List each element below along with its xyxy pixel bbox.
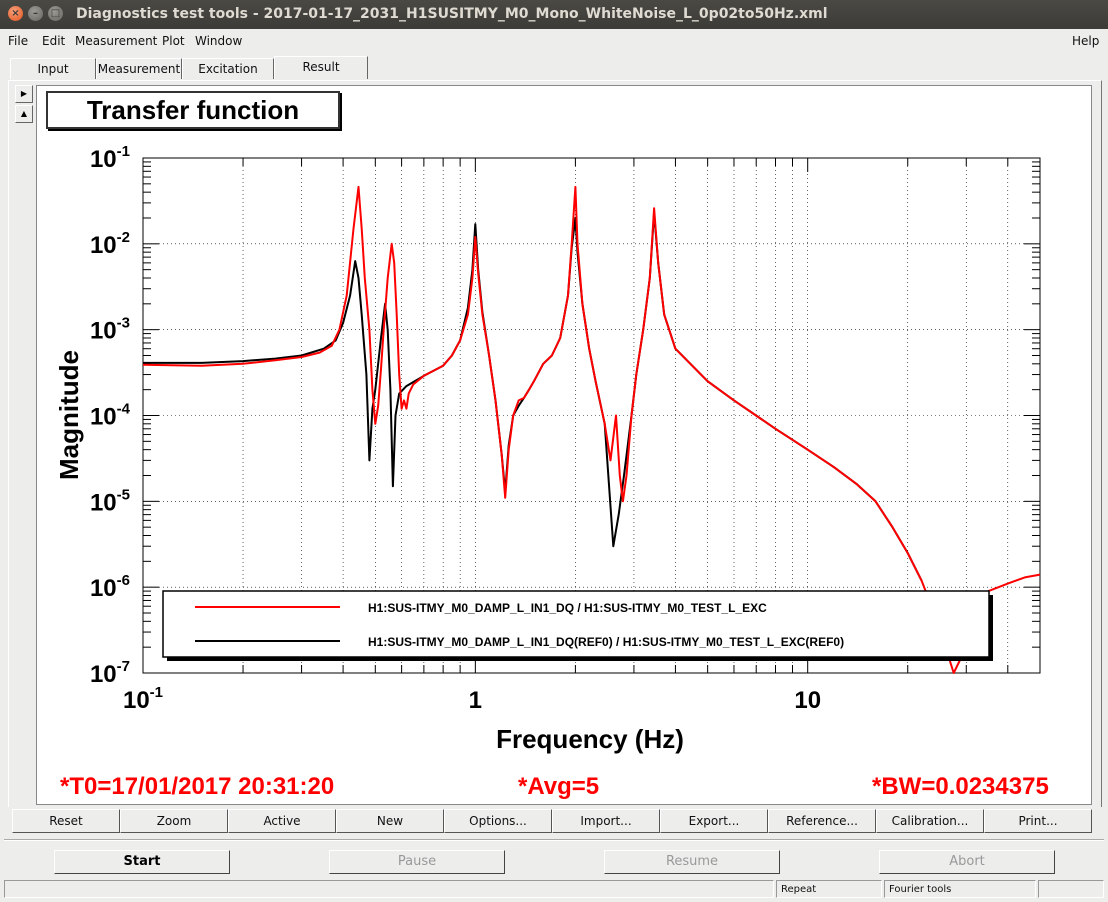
- series-line-black: [143, 211, 923, 581]
- x-tick-label: 10: [794, 687, 821, 714]
- menu-bar: File Edit Measurement Plot Window Help: [0, 29, 1108, 52]
- x-tick-labels: 10-1 1 10: [123, 684, 821, 714]
- tab-excitation[interactable]: Excitation: [182, 58, 274, 79]
- resume-button[interactable]: Resume: [604, 850, 780, 874]
- axis-ticks: [142, 157, 1041, 674]
- print-button[interactable]: Print...: [984, 809, 1092, 833]
- menu-edit[interactable]: Edit: [42, 34, 66, 48]
- legend: H1:SUS-ITMY_M0_DAMP_L_IN1_DQ / H1:SUS-IT…: [162, 590, 993, 661]
- import-button[interactable]: Import...: [552, 809, 660, 833]
- status-message: [4, 880, 774, 898]
- tab-result[interactable]: Result: [274, 56, 368, 79]
- y-tick-label: 10-2: [90, 229, 130, 259]
- x-tick-label: 10-1: [123, 684, 163, 714]
- start-button[interactable]: Start: [54, 850, 230, 874]
- plot-toolbar: Reset Zoom Active New Options... Import.…: [10, 809, 1092, 833]
- y-tick-label: 10-4: [90, 401, 131, 431]
- triangle-right-icon[interactable]: ▶: [15, 85, 33, 103]
- series-line-red: [142, 185, 1041, 674]
- x-tick-label: 1: [469, 687, 482, 714]
- reset-button[interactable]: Reset: [12, 809, 120, 833]
- status-extra: [1038, 880, 1104, 898]
- legend-entry-black: H1:SUS-ITMY_M0_DAMP_L_IN1_DQ(REF0) / H1:…: [368, 635, 844, 649]
- y-axis-label: Magnitude: [54, 350, 84, 480]
- y-tick-labels: 10-1 10-2 10-3 10-4 10-5 10-6 10-7: [90, 143, 131, 688]
- export-button[interactable]: Export...: [660, 809, 768, 833]
- window-titlebar: × – □ Diagnostics test tools - 2017-01-1…: [0, 0, 1108, 29]
- status-repeat: Repeat: [776, 880, 882, 898]
- menu-file[interactable]: File: [8, 34, 29, 48]
- y-tick-label: 10-5: [90, 486, 130, 516]
- menu-measurement[interactable]: Measurement: [75, 34, 158, 48]
- abort-button[interactable]: Abort: [879, 850, 1055, 874]
- minimize-window-icon[interactable]: –: [28, 6, 43, 21]
- y-tick-label: 10-7: [90, 658, 130, 688]
- t0-label: *T0=17/01/2017 20:31:20: [60, 773, 335, 800]
- divider: [4, 839, 1104, 841]
- options-button[interactable]: Options...: [444, 809, 552, 833]
- y-tick-label: 10-6: [90, 572, 130, 602]
- y-tick-label: 10-1: [90, 143, 130, 173]
- triangle-up-icon[interactable]: ▲: [15, 105, 33, 123]
- zoom-button[interactable]: Zoom: [120, 809, 228, 833]
- bw-label: *BW=0.0234375: [872, 773, 1049, 800]
- legend-entry-red: H1:SUS-ITMY_M0_DAMP_L_IN1_DQ / H1:SUS-IT…: [368, 601, 767, 615]
- calibration-button[interactable]: Calibration...: [876, 809, 984, 833]
- menu-window[interactable]: Window: [195, 34, 243, 48]
- plot-canvas[interactable]: [36, 85, 1092, 805]
- window-title: Diagnostics test tools - 2017-01-17_2031…: [76, 6, 828, 22]
- avg-label: *Avg=5: [518, 773, 600, 800]
- close-window-icon[interactable]: ×: [8, 6, 23, 21]
- new-button[interactable]: New: [336, 809, 444, 833]
- menu-help[interactable]: Help: [1072, 34, 1100, 48]
- menu-plot[interactable]: Plot: [162, 34, 185, 48]
- maximize-window-icon[interactable]: □: [48, 6, 63, 21]
- y-tick-label: 10-3: [90, 315, 130, 345]
- tab-measurement[interactable]: Measurement: [96, 58, 182, 79]
- status-fourier: Fourier tools: [884, 880, 1036, 898]
- reference-button[interactable]: Reference...: [768, 809, 876, 833]
- x-axis-label: Frequency (Hz): [496, 724, 684, 754]
- tab-input[interactable]: Input: [10, 58, 96, 79]
- result-panel: [8, 80, 1102, 807]
- active-button[interactable]: Active: [228, 809, 336, 833]
- pause-button[interactable]: Pause: [329, 850, 505, 874]
- series-lines: [142, 185, 1041, 674]
- plot-title: Transfer function: [46, 91, 340, 129]
